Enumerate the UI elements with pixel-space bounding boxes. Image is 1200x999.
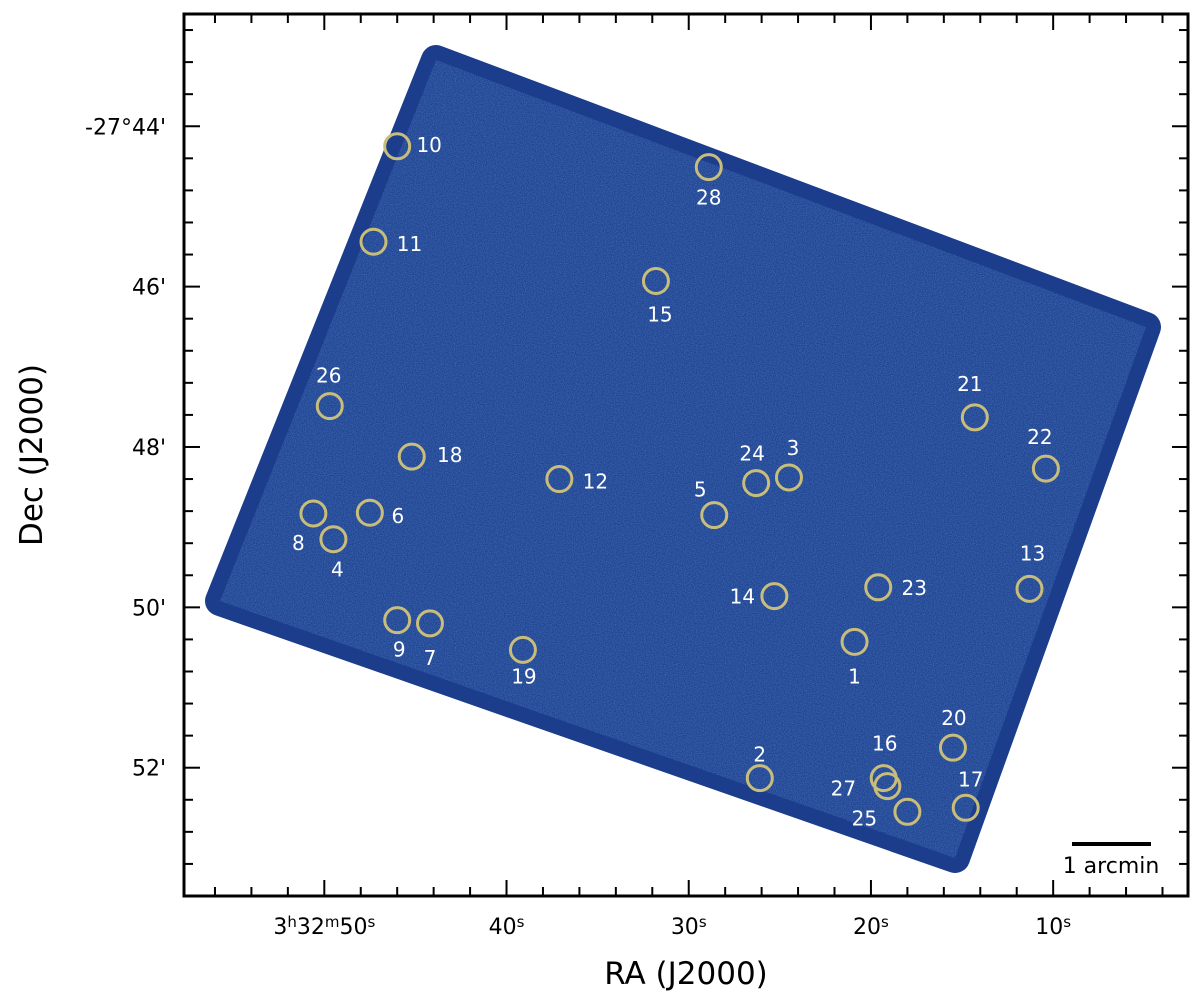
source-marker-23 — [864, 573, 893, 602]
source-marker-2 — [745, 764, 774, 793]
source-label-23: 23 — [902, 576, 927, 600]
source-label-25: 25 — [852, 806, 877, 830]
sky-image — [205, 45, 1161, 873]
source-marker-20 — [938, 733, 967, 762]
source-markers: 1234567891011121314151617181920212223242… — [292, 132, 1060, 830]
y-axis-title: Dec (J2000) — [14, 364, 50, 546]
source-label-3: 3 — [787, 436, 800, 460]
y-tick-label-44: -27°44' — [85, 115, 166, 140]
scale-bar: 1 arcmin — [1063, 842, 1160, 879]
source-marker-14 — [760, 582, 789, 611]
source-marker-5 — [700, 501, 729, 530]
x-tick-label-20: 20s — [853, 913, 889, 940]
source-marker-13 — [1015, 574, 1044, 603]
source-label-4: 4 — [331, 558, 344, 582]
source-label-5: 5 — [694, 478, 707, 502]
source-marker-9 — [383, 606, 412, 635]
source-label-24: 24 — [739, 442, 764, 466]
source-marker-8 — [299, 499, 328, 528]
source-marker-24 — [742, 469, 771, 498]
x-axis-title: RA (J2000) — [604, 956, 768, 992]
source-marker-17 — [951, 793, 980, 822]
source-label-27: 27 — [831, 777, 856, 801]
source-marker-1 — [840, 627, 869, 656]
source-label-13: 13 — [1020, 541, 1045, 565]
source-marker-27 — [873, 772, 902, 801]
source-label-2: 2 — [753, 743, 766, 767]
x-tick-labels: 3h32m50s 40s 30s 20s 10s — [273, 913, 1071, 940]
source-marker-26 — [315, 392, 344, 421]
source-label-10: 10 — [416, 133, 441, 157]
source-marker-12 — [545, 465, 574, 494]
source-label-18: 18 — [437, 443, 462, 467]
scale-bar-label: 1 arcmin — [1063, 854, 1160, 879]
x-tick-label-50: 3h32m50s — [273, 913, 375, 940]
y-tick-label-48: 48' — [132, 436, 166, 461]
source-marker-7 — [415, 609, 444, 638]
source-marker-15 — [641, 267, 670, 296]
source-label-11: 11 — [397, 232, 422, 256]
source-label-28: 28 — [696, 186, 721, 210]
y-tick-label-50: 50' — [132, 596, 166, 621]
y-tick-label-52: 52' — [132, 757, 166, 782]
source-label-6: 6 — [391, 504, 404, 528]
source-label-20: 20 — [941, 706, 966, 730]
source-marker-22 — [1031, 454, 1060, 483]
source-label-19: 19 — [511, 664, 536, 688]
source-marker-6 — [355, 498, 384, 527]
source-marker-28 — [694, 153, 723, 182]
x-tick-label-30: 30s — [671, 913, 707, 940]
source-label-15: 15 — [647, 303, 672, 327]
x-tick-label-40: 40s — [489, 913, 525, 940]
source-marker-19 — [508, 635, 537, 664]
source-label-9: 9 — [393, 638, 406, 662]
source-marker-21 — [960, 403, 989, 432]
plot-frame — [182, 12, 1190, 898]
source-marker-4 — [319, 525, 348, 554]
y-tick-labels: -27°44' 46' 48' 50' 52' — [85, 115, 166, 781]
source-label-22: 22 — [1027, 425, 1052, 449]
source-label-21: 21 — [957, 372, 982, 396]
y-tick-label-46: 46' — [132, 276, 166, 301]
source-label-16: 16 — [872, 732, 897, 756]
source-marker-3 — [774, 463, 803, 492]
source-label-1: 1 — [848, 664, 861, 688]
source-label-12: 12 — [583, 470, 608, 494]
source-marker-18 — [397, 442, 426, 471]
source-marker-25 — [893, 797, 922, 826]
source-label-17: 17 — [958, 767, 983, 791]
source-label-7: 7 — [424, 646, 437, 670]
source-label-8: 8 — [292, 531, 305, 555]
source-label-14: 14 — [730, 585, 755, 609]
image-noise-texture — [220, 60, 1146, 858]
x-tick-label-10: 10s — [1035, 913, 1071, 940]
source-marker-10 — [383, 132, 412, 161]
source-marker-11 — [359, 227, 388, 256]
source-label-26: 26 — [316, 364, 341, 388]
